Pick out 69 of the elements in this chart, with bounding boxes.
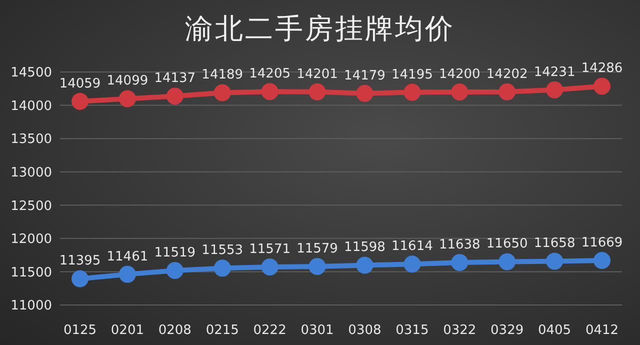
y-tick-label: 13000 xyxy=(10,165,52,180)
x-tick-label: 0329 xyxy=(490,323,524,338)
data-label: 11395 xyxy=(59,254,101,269)
point xyxy=(261,258,278,276)
point xyxy=(451,254,468,272)
data-label: 14201 xyxy=(296,66,338,82)
chart-title: 渝北二手房挂牌均价 xyxy=(184,11,456,47)
data-label: 11638 xyxy=(438,238,480,253)
y-tick-label: 14000 xyxy=(10,98,52,114)
point xyxy=(498,83,516,100)
y-tick-label: 12000 xyxy=(10,232,52,248)
point xyxy=(72,270,88,288)
point xyxy=(356,256,374,274)
data-label: 11598 xyxy=(344,240,386,256)
point xyxy=(166,262,184,279)
x-tick-label: 0201 xyxy=(110,323,144,338)
point xyxy=(546,81,564,98)
x-tick-label: 0405 xyxy=(538,323,572,338)
y-tick-label: 11500 xyxy=(10,265,52,280)
data-label: 14205 xyxy=(249,66,290,82)
data-label: 14231 xyxy=(534,64,576,80)
data-label: 11650 xyxy=(486,236,528,252)
point xyxy=(594,252,610,269)
x-tick-label: 0322 xyxy=(443,323,476,338)
x-tick-label: 0315 xyxy=(396,323,429,338)
data-label: 14137 xyxy=(154,71,196,86)
x-tick-label: 0301 xyxy=(300,323,334,338)
data-label: 11579 xyxy=(296,241,338,256)
data-label: 11571 xyxy=(249,242,290,257)
data-label: 14200 xyxy=(438,66,480,82)
point xyxy=(118,266,136,283)
y-tick-label: 12500 xyxy=(10,198,52,214)
data-label: 14202 xyxy=(486,66,528,82)
x-tick-label: 0215 xyxy=(206,323,239,338)
data-label: 11519 xyxy=(154,245,196,260)
y-tick-label: 11000 xyxy=(10,298,52,314)
data-label: 11461 xyxy=(106,249,148,264)
data-label: 11614 xyxy=(392,239,433,254)
point xyxy=(404,256,421,273)
data-label: 14059 xyxy=(59,76,101,92)
point xyxy=(308,83,326,100)
data-label: 14099 xyxy=(106,74,148,89)
point xyxy=(308,258,326,275)
data-label: 14189 xyxy=(202,68,244,83)
x-tick-label: 0412 xyxy=(585,323,619,338)
point xyxy=(166,88,184,105)
point xyxy=(72,92,88,110)
x-tick-label: 0208 xyxy=(158,323,192,338)
point xyxy=(261,83,278,100)
data-label: 11553 xyxy=(202,243,244,258)
point xyxy=(546,252,564,270)
data-label: 11658 xyxy=(534,236,576,252)
point xyxy=(594,78,610,95)
data-label: 11669 xyxy=(581,235,623,250)
y-tick-label: 13500 xyxy=(10,132,52,148)
x-tick-label: 0308 xyxy=(348,323,382,338)
point xyxy=(214,84,231,102)
point xyxy=(214,260,231,277)
data-label: 14179 xyxy=(344,68,386,84)
point xyxy=(498,253,516,270)
data-label: 14195 xyxy=(392,67,433,82)
point xyxy=(118,90,136,108)
point xyxy=(451,83,468,100)
point xyxy=(404,84,421,101)
x-tick-label: 0222 xyxy=(253,323,286,338)
point xyxy=(356,84,374,102)
y-tick-label: 14500 xyxy=(10,66,52,81)
x-tick-label: 0125 xyxy=(63,323,97,338)
data-label: 14286 xyxy=(581,61,623,76)
